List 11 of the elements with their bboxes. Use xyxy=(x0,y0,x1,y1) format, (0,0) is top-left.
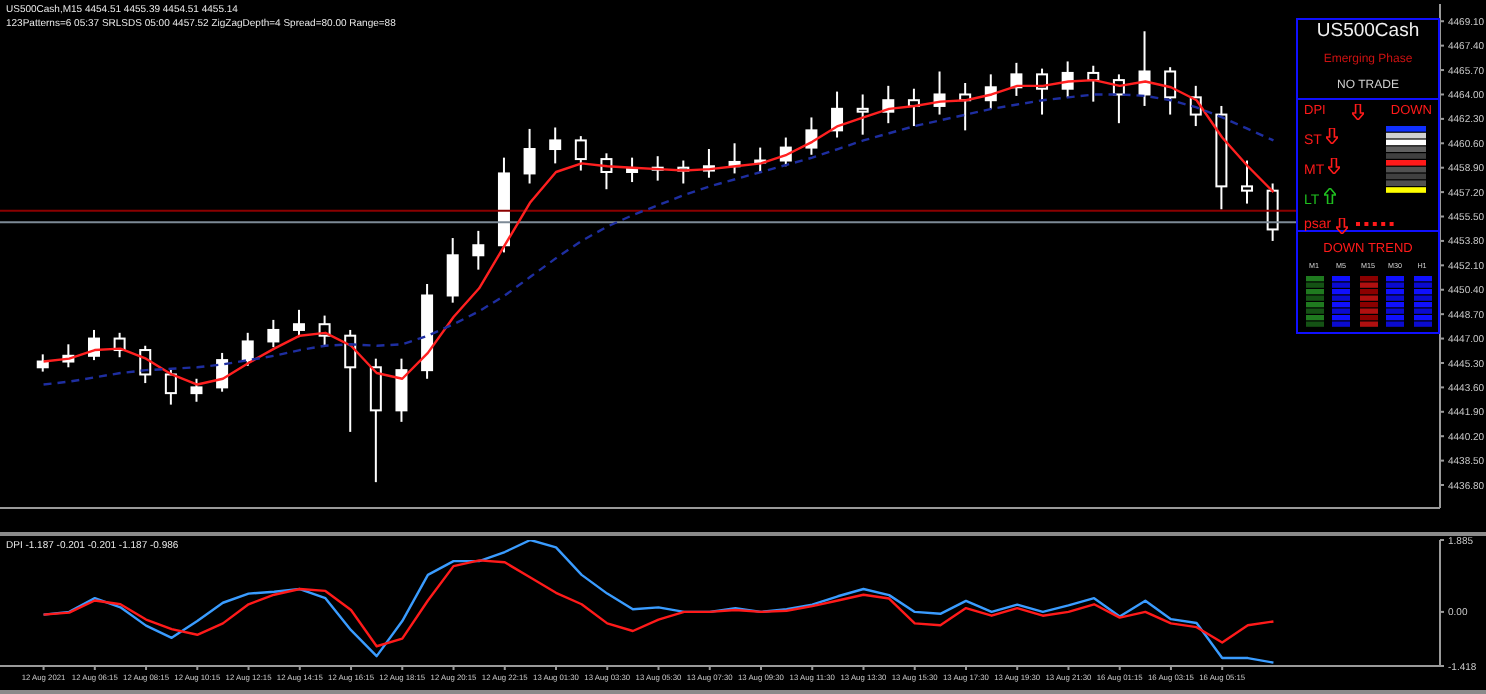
candlestick xyxy=(523,127,536,185)
candlestick xyxy=(1241,159,1254,205)
text: US500Cash xyxy=(1314,20,1422,44)
candlestick xyxy=(267,318,280,349)
candlestick xyxy=(1215,104,1228,211)
line-series xyxy=(42,559,1275,648)
candlestick xyxy=(446,237,459,304)
candlestick xyxy=(1138,30,1151,107)
candlestick xyxy=(856,93,869,136)
candlestick xyxy=(549,126,562,165)
candlestick xyxy=(472,229,485,271)
